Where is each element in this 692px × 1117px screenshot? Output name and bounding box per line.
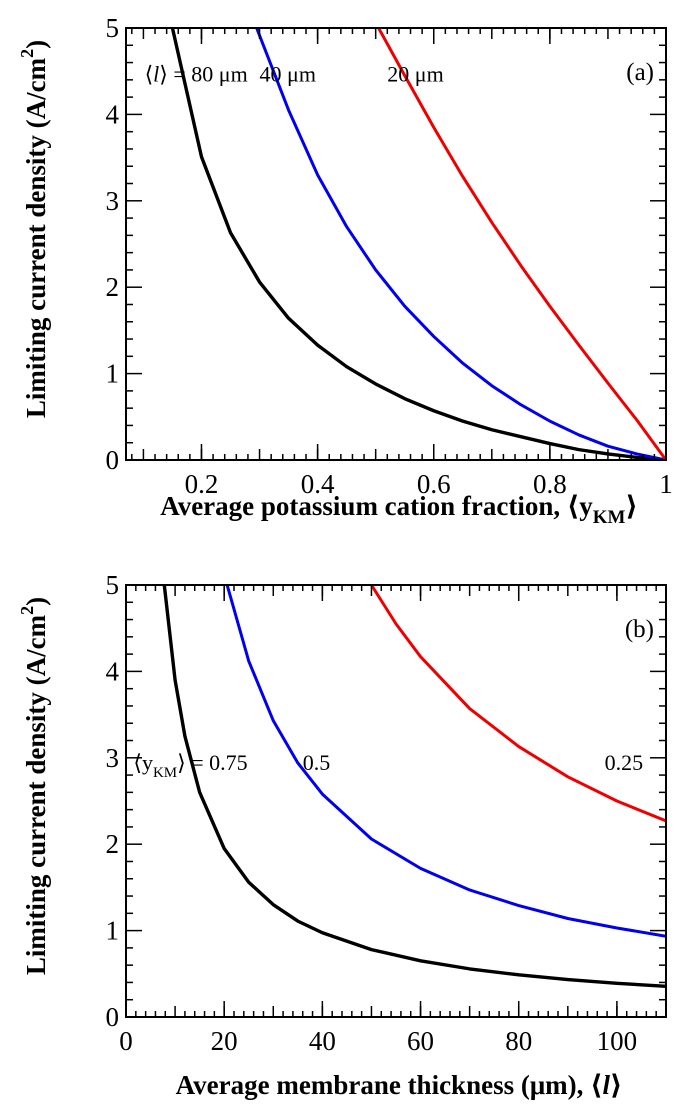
chart-1-y-tick-label: 1 (106, 916, 120, 946)
chart-0-y-tick-label: 2 (106, 272, 120, 302)
chart-0-curve-annotation: 20 μm (387, 62, 443, 87)
chart-1-x-tick-label: 60 (407, 1026, 434, 1056)
panel-b: 0 20 40 60 80 100 0 1 2 3 4 5 (b) ⟨yKM⟩ = 0.75 0.5 0.25… (17, 570, 667, 1100)
chart-0-y-tick-label: 4 (106, 99, 120, 129)
chart-0-x-tick-label: 0.4 (301, 469, 335, 499)
chart-0-curve-annotation: 40 μm (260, 62, 316, 87)
chart-0-series-1-line (255, 28, 666, 460)
chart-0-y-axis-title: Limiting current density (A/cm2) (17, 40, 51, 418)
chart-1-series-2-line (369, 585, 666, 823)
chart-1-series-1-line (225, 585, 666, 938)
chart-0-x-tick-label: 0.6 (417, 469, 451, 499)
chart-1-x-tick-label: 100 (597, 1026, 638, 1056)
chart-1-y-tick-label: 3 (106, 743, 120, 773)
chart-0-x-tick-label: 0.2 (185, 469, 219, 499)
chart-1-x-tick-label: 40 (309, 1026, 336, 1056)
chart-0-y-tick-label: 5 (106, 13, 120, 43)
chart-1-x-tick-label: 20 (211, 1026, 238, 1056)
chart-1-y-tick-label: 4 (106, 656, 120, 686)
chart-1-curve-annotation: 0.5 (303, 750, 331, 775)
chart-1-x-axis-title: Average membrane thickness (μm), ⟨l⟩ (176, 1070, 623, 1100)
chart-1-y-tick-label: 5 (106, 570, 120, 600)
chart-1-y-axis-title: Limiting current density (A/cm2) (17, 597, 51, 975)
chart-0-x-axis-title: Average potassium cation fraction, ⟨yKM⟩ (160, 491, 638, 528)
panel-a: 0.2 0.4 0.6 0.8 1 0 1 2 3 4 5 (a) ⟨l⟩ = 80 μm 40 μm 20… (17, 13, 673, 528)
chart-1-x-tick-label: 0 (119, 1026, 133, 1056)
chart-1-y-tick-label: 2 (106, 829, 120, 859)
chart-0-x-tick-label: 1 (659, 469, 673, 499)
chart-0-series-0-line (170, 28, 666, 460)
chart-1-curve-annotation: ⟨yKM⟩ = 0.75 (133, 750, 247, 781)
chart-1-panel-label: (b) (625, 616, 654, 643)
chart-1-curve-annotation: 0.25 (605, 750, 644, 775)
chart-0-x-tick-label: 0.8 (533, 469, 567, 499)
chart-0-plot-frame (125, 27, 667, 461)
chart-0-y-tick-label: 0 (106, 445, 120, 475)
chart-1-series-0-line (162, 585, 666, 989)
chart-0-y-tick-label: 1 (106, 359, 120, 389)
chart-1-y-tick-label: 0 (106, 1002, 120, 1032)
chart-0-series-2-line (377, 28, 666, 460)
chart-0-curve-annotation: ⟨l⟩ = 80 μm (145, 62, 248, 87)
chart-1-plot-frame (125, 584, 667, 1018)
chart-1-x-tick-label: 80 (505, 1026, 532, 1056)
chart-0-y-tick-label: 3 (106, 186, 120, 216)
chart-0-panel-label: (a) (626, 59, 654, 86)
